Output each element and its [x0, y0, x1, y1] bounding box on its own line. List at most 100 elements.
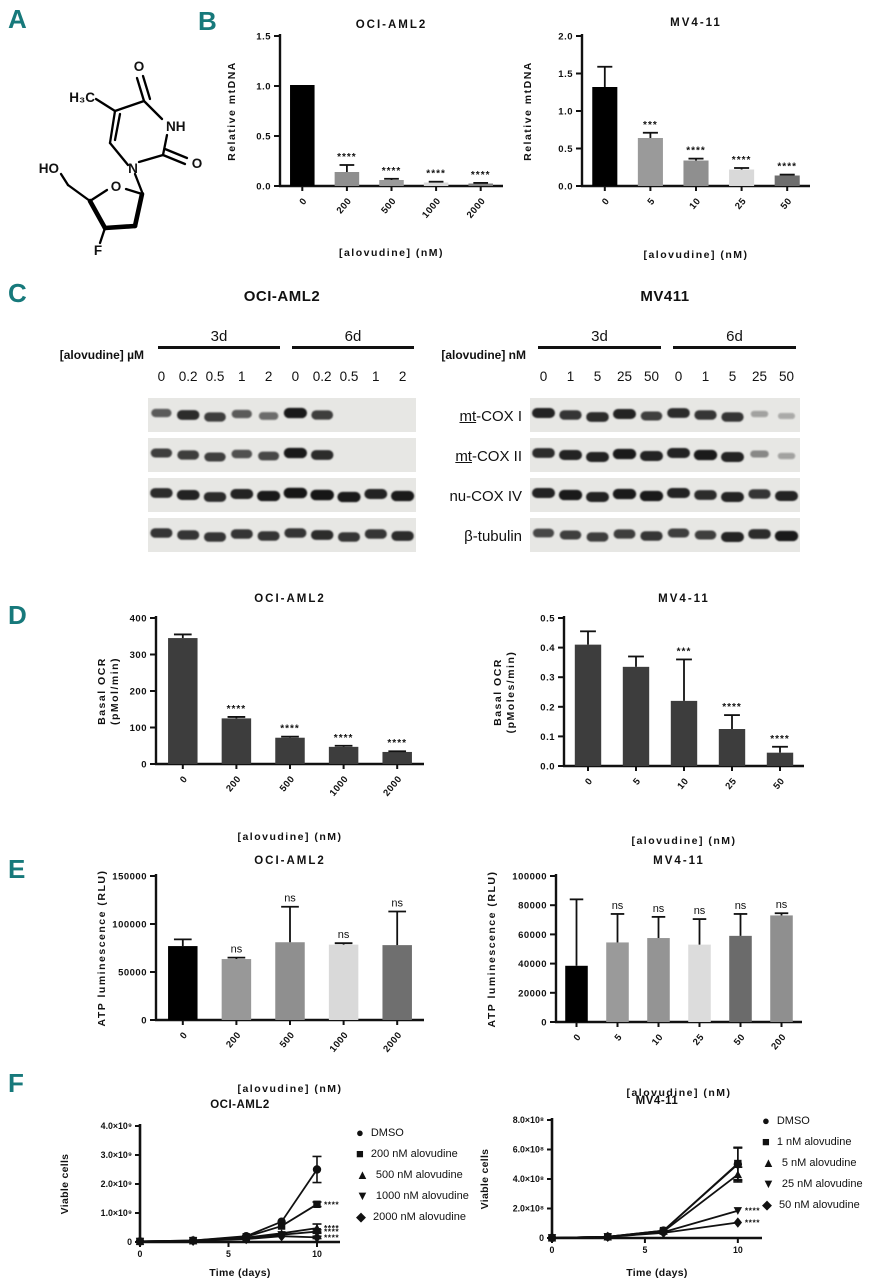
legend-item: ● DMSO [762, 1110, 863, 1131]
svg-text:1.0: 1.0 [256, 82, 271, 93]
chart-growth-mv4-11: 0 2.0×10⁸ 4.0×10⁸ 6.0×10⁸ 8.0×10⁸ 0 5 10 **** ***… [472, 1092, 780, 1280]
svg-text:2000: 2000 [381, 774, 404, 799]
lane-dose-label: 1 [372, 369, 380, 384]
svg-text:1.0×10⁹: 1.0×10⁹ [101, 1208, 132, 1218]
svg-text:[alovudine] (nM): [alovudine] (nM) [237, 1083, 342, 1095]
svg-text:Relative mtDNA: Relative mtDNA [522, 61, 534, 161]
legend-label: 25 nM alovudine [781, 1177, 863, 1190]
svg-text:(pMoles/min): (pMoles/min) [505, 651, 517, 734]
svg-text:MV4-11: MV4-11 [653, 855, 705, 867]
svg-text:[alovudine] (nM): [alovudine] (nM) [631, 835, 736, 847]
svg-text:2.0: 2.0 [558, 32, 573, 43]
panel-letter-a: A [8, 4, 27, 34]
svg-text:MV4-11: MV4-11 [658, 593, 710, 605]
svg-text:****: **** [777, 162, 797, 173]
legend-item: ■ 1 nM alovudine [762, 1131, 863, 1152]
svg-text:10: 10 [733, 1245, 743, 1255]
legend-label: 50 nM alovudine [779, 1198, 860, 1211]
svg-text:200: 200 [224, 774, 244, 794]
legend-item: ■ 200 nM alovudine [356, 1143, 469, 1164]
chart-atp-mv4-11: 0 20000 40000 60000 80000 100000 0 ns 5 ns 10 ns 25 n… [482, 850, 844, 1107]
svg-text:400: 400 [130, 614, 147, 625]
chart-atp-oci-aml2: 0 50000 100000 150000 0 ns 200 ns 500 ns 1000 ns 200… [92, 850, 440, 1103]
svg-text:5: 5 [646, 196, 658, 208]
svg-text:0.1: 0.1 [540, 732, 555, 743]
group-3d: 3d [158, 328, 280, 349]
panel-letter-b: B [198, 6, 217, 36]
svg-text:ns: ns [694, 905, 706, 917]
svg-text:0.5: 0.5 [540, 614, 555, 625]
lane-labels-right: 0 1 5 25 50 0 1 5 25 50 [530, 369, 800, 384]
svg-text:ns: ns [612, 900, 624, 912]
dose-unit-label-right: [alovudine] nM [441, 348, 526, 362]
svg-text:0.0: 0.0 [540, 762, 555, 773]
blot-row-labels: mt -COX I mt -COX II nu -COX IV β -tubulin [418, 396, 522, 556]
svg-text:1000: 1000 [328, 1030, 351, 1055]
svg-text:0: 0 [539, 1233, 544, 1243]
svg-text:80000: 80000 [518, 901, 547, 912]
square-marker-icon: ■ [356, 1146, 364, 1161]
svg-text:1.5: 1.5 [256, 32, 271, 43]
svg-text:200: 200 [224, 1030, 244, 1050]
svg-text:0.4: 0.4 [540, 643, 555, 654]
svg-text:100000: 100000 [112, 920, 147, 931]
lane-dose-label: 25 [616, 369, 633, 384]
blot-groups-left: 3d 6d [158, 328, 414, 349]
svg-text:200: 200 [130, 687, 147, 698]
svg-text:0: 0 [127, 1237, 132, 1247]
svg-text:0: 0 [297, 196, 309, 208]
svg-text:500: 500 [278, 1030, 298, 1050]
svg-text:2.0×10⁹: 2.0×10⁹ [101, 1179, 132, 1189]
svg-text:****: **** [324, 1223, 339, 1233]
svg-text:ATP luminescence (RLU): ATP luminescence (RLU) [96, 870, 108, 1027]
svg-text:ATP luminescence (RLU): ATP luminescence (RLU) [486, 871, 498, 1028]
svg-text:100000: 100000 [512, 872, 547, 883]
svg-text:10: 10 [650, 1032, 666, 1048]
svg-text:50: 50 [771, 776, 787, 792]
svg-text:300: 300 [130, 650, 147, 661]
panel-letter-d: D [8, 600, 27, 630]
svg-text:0: 0 [583, 776, 595, 788]
svg-text:****: **** [324, 1227, 339, 1237]
lane-dose-label: 0 [539, 369, 548, 384]
atom-label-ho: HO [39, 161, 59, 176]
group-underline [673, 346, 796, 349]
circle-marker-icon: ● [762, 1113, 770, 1128]
circle-marker-icon: ● [356, 1125, 364, 1140]
legend-item: ◆ 2000 nM alovudine [356, 1206, 469, 1227]
legend-item: ● DMSO [356, 1122, 469, 1143]
svg-text:0: 0 [572, 1032, 584, 1044]
blot-groups-right: 3d 6d [538, 328, 796, 349]
svg-text:0: 0 [550, 1245, 555, 1255]
lane-dose-label: 0.5 [205, 369, 225, 384]
svg-text:0: 0 [141, 1016, 147, 1027]
svg-text:100: 100 [130, 723, 147, 734]
svg-text:25: 25 [691, 1032, 707, 1048]
svg-text:1.5: 1.5 [558, 69, 573, 80]
svg-text:****: **** [732, 155, 752, 166]
svg-text:OCI-AML2: OCI-AML2 [356, 19, 428, 31]
lane-dose-label: 2 [398, 369, 407, 384]
legend-label: 1000 nM alovudine [375, 1189, 469, 1202]
panel-letter-f: F [8, 1068, 24, 1098]
svg-text:[alovudine] (nM): [alovudine] (nM) [339, 247, 444, 259]
legend-growth-oci-aml2: ● DMSO ■ 200 nM alovudine ▲ 500 nM alovudine ▼… [356, 1122, 469, 1227]
svg-text:Time (days): Time (days) [209, 1267, 270, 1279]
svg-text:25: 25 [723, 776, 739, 792]
svg-text:50: 50 [779, 196, 795, 212]
blot-row-label: mt -COX II [455, 447, 522, 465]
chart-growth-oci-aml2: 0 1.0×10⁹ 2.0×10⁹ 3.0×10⁹ 4.0×10⁹ 0 5 10 **** ***… [52, 1096, 354, 1280]
svg-text:0.5: 0.5 [558, 144, 573, 155]
lane-dose-label: 0 [291, 369, 300, 384]
western-blot-mv411 [530, 398, 800, 557]
svg-text:1000: 1000 [420, 196, 443, 221]
svg-text:1000: 1000 [328, 774, 351, 799]
panel-letter-e: E [8, 854, 26, 884]
svg-text:Basal OCR: Basal OCR [96, 657, 108, 725]
svg-text:25: 25 [733, 196, 749, 212]
svg-text:4.0×10⁹: 4.0×10⁹ [101, 1121, 132, 1131]
svg-text:20000: 20000 [518, 988, 547, 999]
legend-label: DMSO [776, 1114, 810, 1127]
lane-dose-label: 0.5 [339, 369, 359, 384]
blot-title-oci-aml2: OCI-AML2 [243, 288, 321, 305]
